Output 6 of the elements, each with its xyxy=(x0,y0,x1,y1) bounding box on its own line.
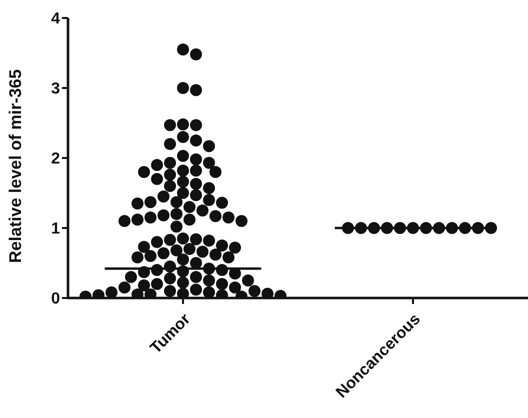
y-tick-label: 3 xyxy=(51,80,60,98)
y-tick-label: 0 xyxy=(51,290,60,308)
y-tick-label: 1 xyxy=(51,220,60,238)
y-axis-title: Relative level of mir-365 xyxy=(6,69,26,263)
y-tick-label: 2 xyxy=(51,150,60,168)
y-tick-label: 4 xyxy=(51,10,60,28)
